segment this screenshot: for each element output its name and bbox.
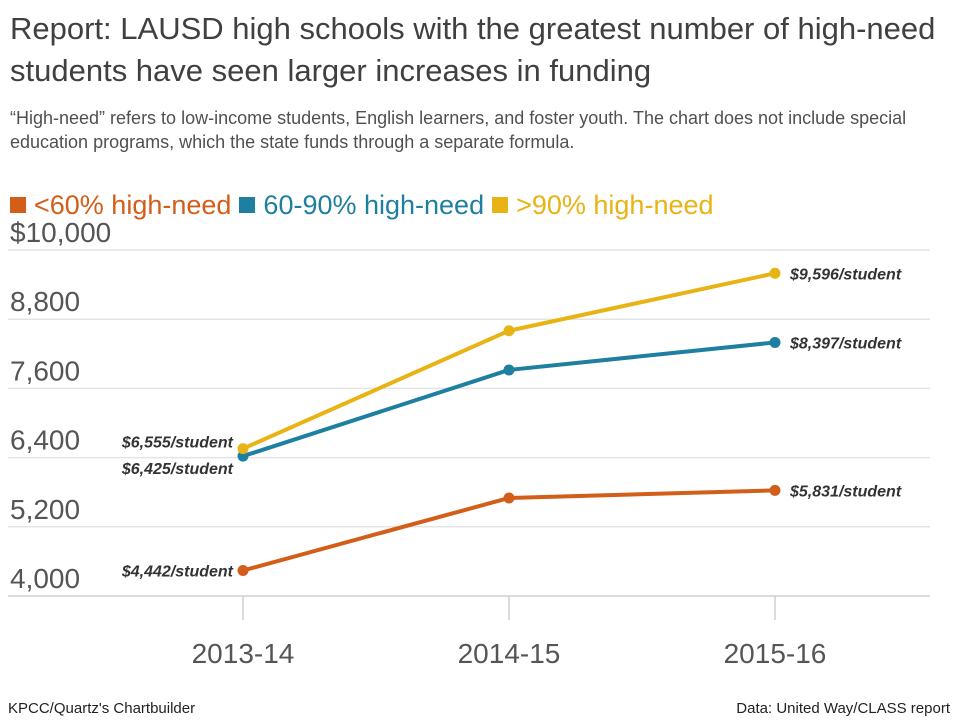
y-tick-label: $10,000 — [10, 217, 111, 248]
data-point — [503, 492, 515, 504]
x-tick-label: 2013-14 — [192, 638, 295, 669]
data-point — [237, 443, 249, 455]
data-label: $8,397/student — [789, 335, 902, 352]
y-axis-ticks: 4,000 5,200 6,400 7,600 8,800 $10,000 — [10, 217, 111, 594]
series-line — [241, 340, 777, 459]
legend-label: >90% high-need — [516, 189, 714, 220]
chart-subtitle: “High-need” refers to low-income student… — [10, 108, 907, 152]
x-tick-label: 2015-16 — [724, 638, 827, 669]
x-tick-label: 2014-15 — [458, 638, 561, 669]
data-label: $6,425/student — [121, 461, 234, 478]
y-tick-label: 6,400 — [10, 425, 80, 456]
legend: <60% high-need 60-90% high-need >90% high-… — [10, 188, 722, 222]
line-chart: 4,000 5,200 6,400 7,600 8,800 $10,000 2013-14… — [8, 217, 930, 669]
legend-label: 60-90% high-need — [263, 189, 485, 220]
data-labels: $4,442/student $5,831/student $6,425/stude… — [121, 266, 902, 580]
chart-credit: KPCC/Quartz's Chartbuilder — [8, 700, 196, 717]
data-point — [237, 565, 249, 577]
series-lines — [237, 267, 781, 577]
x-axis-ticks: 2013-14 2014-15 2015-16 — [192, 596, 827, 669]
data-point — [503, 325, 515, 337]
data-point — [769, 336, 781, 348]
grid-lines — [8, 249, 930, 597]
data-point — [769, 484, 781, 496]
data-label: $4,442/student — [121, 564, 234, 581]
y-tick-label: 4,000 — [10, 563, 80, 594]
data-source: Data: United Way/CLASS report — [736, 700, 950, 717]
y-tick-label: 7,600 — [10, 355, 80, 386]
data-label: $9,596/student — [789, 266, 902, 283]
series-line — [241, 271, 777, 451]
legend-label: <60% high-need — [34, 189, 232, 220]
y-tick-label: 5,200 — [10, 494, 80, 525]
data-label: $6,555/student — [121, 435, 234, 452]
legend-item: <60% high-need — [10, 190, 231, 221]
legend-swatch — [239, 197, 256, 213]
legend-item: 60-90% high-need — [239, 190, 484, 221]
chart-title: Report: LAUSD high schools with the grea… — [10, 11, 936, 88]
legend-swatch — [492, 197, 509, 213]
legend-item: >90% high-need — [492, 189, 714, 221]
data-label: $5,831/student — [789, 483, 902, 500]
legend-swatch — [10, 197, 26, 213]
data-point — [503, 364, 515, 376]
data-point — [769, 267, 781, 279]
y-tick-label: 8,800 — [10, 286, 80, 317]
